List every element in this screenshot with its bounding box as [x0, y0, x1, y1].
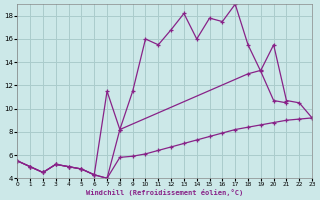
X-axis label: Windchill (Refroidissement éolien,°C): Windchill (Refroidissement éolien,°C) [86, 189, 243, 196]
